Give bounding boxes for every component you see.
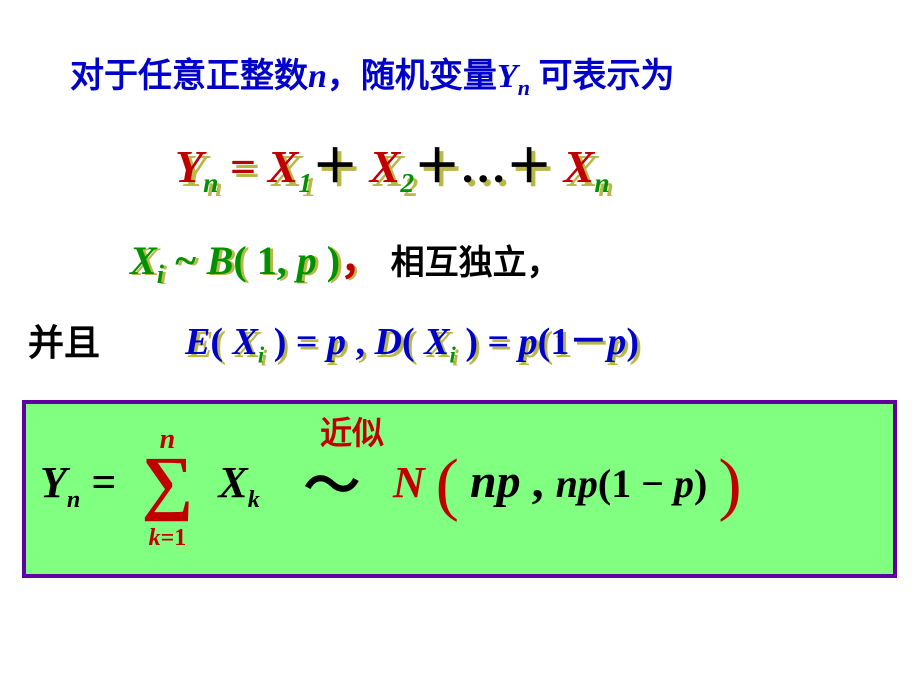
- clt-equation: Yn = n ∑ k=1 Xk ～ N ( np , np(1 − p) ): [40, 432, 742, 542]
- expectation-variance-line: E( Xi ) = p , D( Xi ) = p(1－p) E( Xi ) =…: [185, 310, 639, 369]
- box-npq: np(1 − p): [556, 461, 708, 506]
- and-label: 并且: [28, 314, 100, 366]
- equation-sum-xi: Yn = X1＋ X2＋…＋ Xn Yn = X1＋ X2＋…＋ Xn: [175, 130, 610, 199]
- intro-pre: 对于任意正整数: [70, 58, 308, 95]
- line4-main: E( Xi ) = p , D( Xi ) = p(1－p): [185, 310, 639, 369]
- eq1-main: Yn = X1＋ X2＋…＋ Xn: [175, 130, 610, 199]
- intro-mid: ，随机变量: [327, 58, 497, 95]
- box-np: np: [470, 455, 521, 508]
- normal-N: N: [393, 458, 425, 507]
- line3-main: Xi ~ B( 1, p )， 相互独立，: [130, 226, 561, 290]
- intro-line: 对于任意正整数n，随机变量Yn 可表示为: [70, 48, 675, 101]
- paren-open-icon: (: [436, 446, 459, 523]
- xi-bernoulli-line: Xi ~ B( 1, p )， Xi ~ B( 1, p )， 相互独立，: [130, 226, 561, 290]
- tilde-icon: ～: [304, 456, 360, 518]
- box-Xk: Xk: [218, 458, 259, 507]
- sigma-icon: n ∑ k=1: [127, 432, 207, 542]
- box-Yn: Yn: [40, 458, 80, 507]
- intro-Y: Y: [497, 58, 518, 95]
- paren-close-icon: ): [718, 446, 741, 523]
- independent-text: 相互独立，: [382, 245, 561, 282]
- intro-n: n: [308, 58, 327, 95]
- intro-Ysub: n: [518, 75, 530, 100]
- intro-post: 可表示为: [530, 58, 675, 95]
